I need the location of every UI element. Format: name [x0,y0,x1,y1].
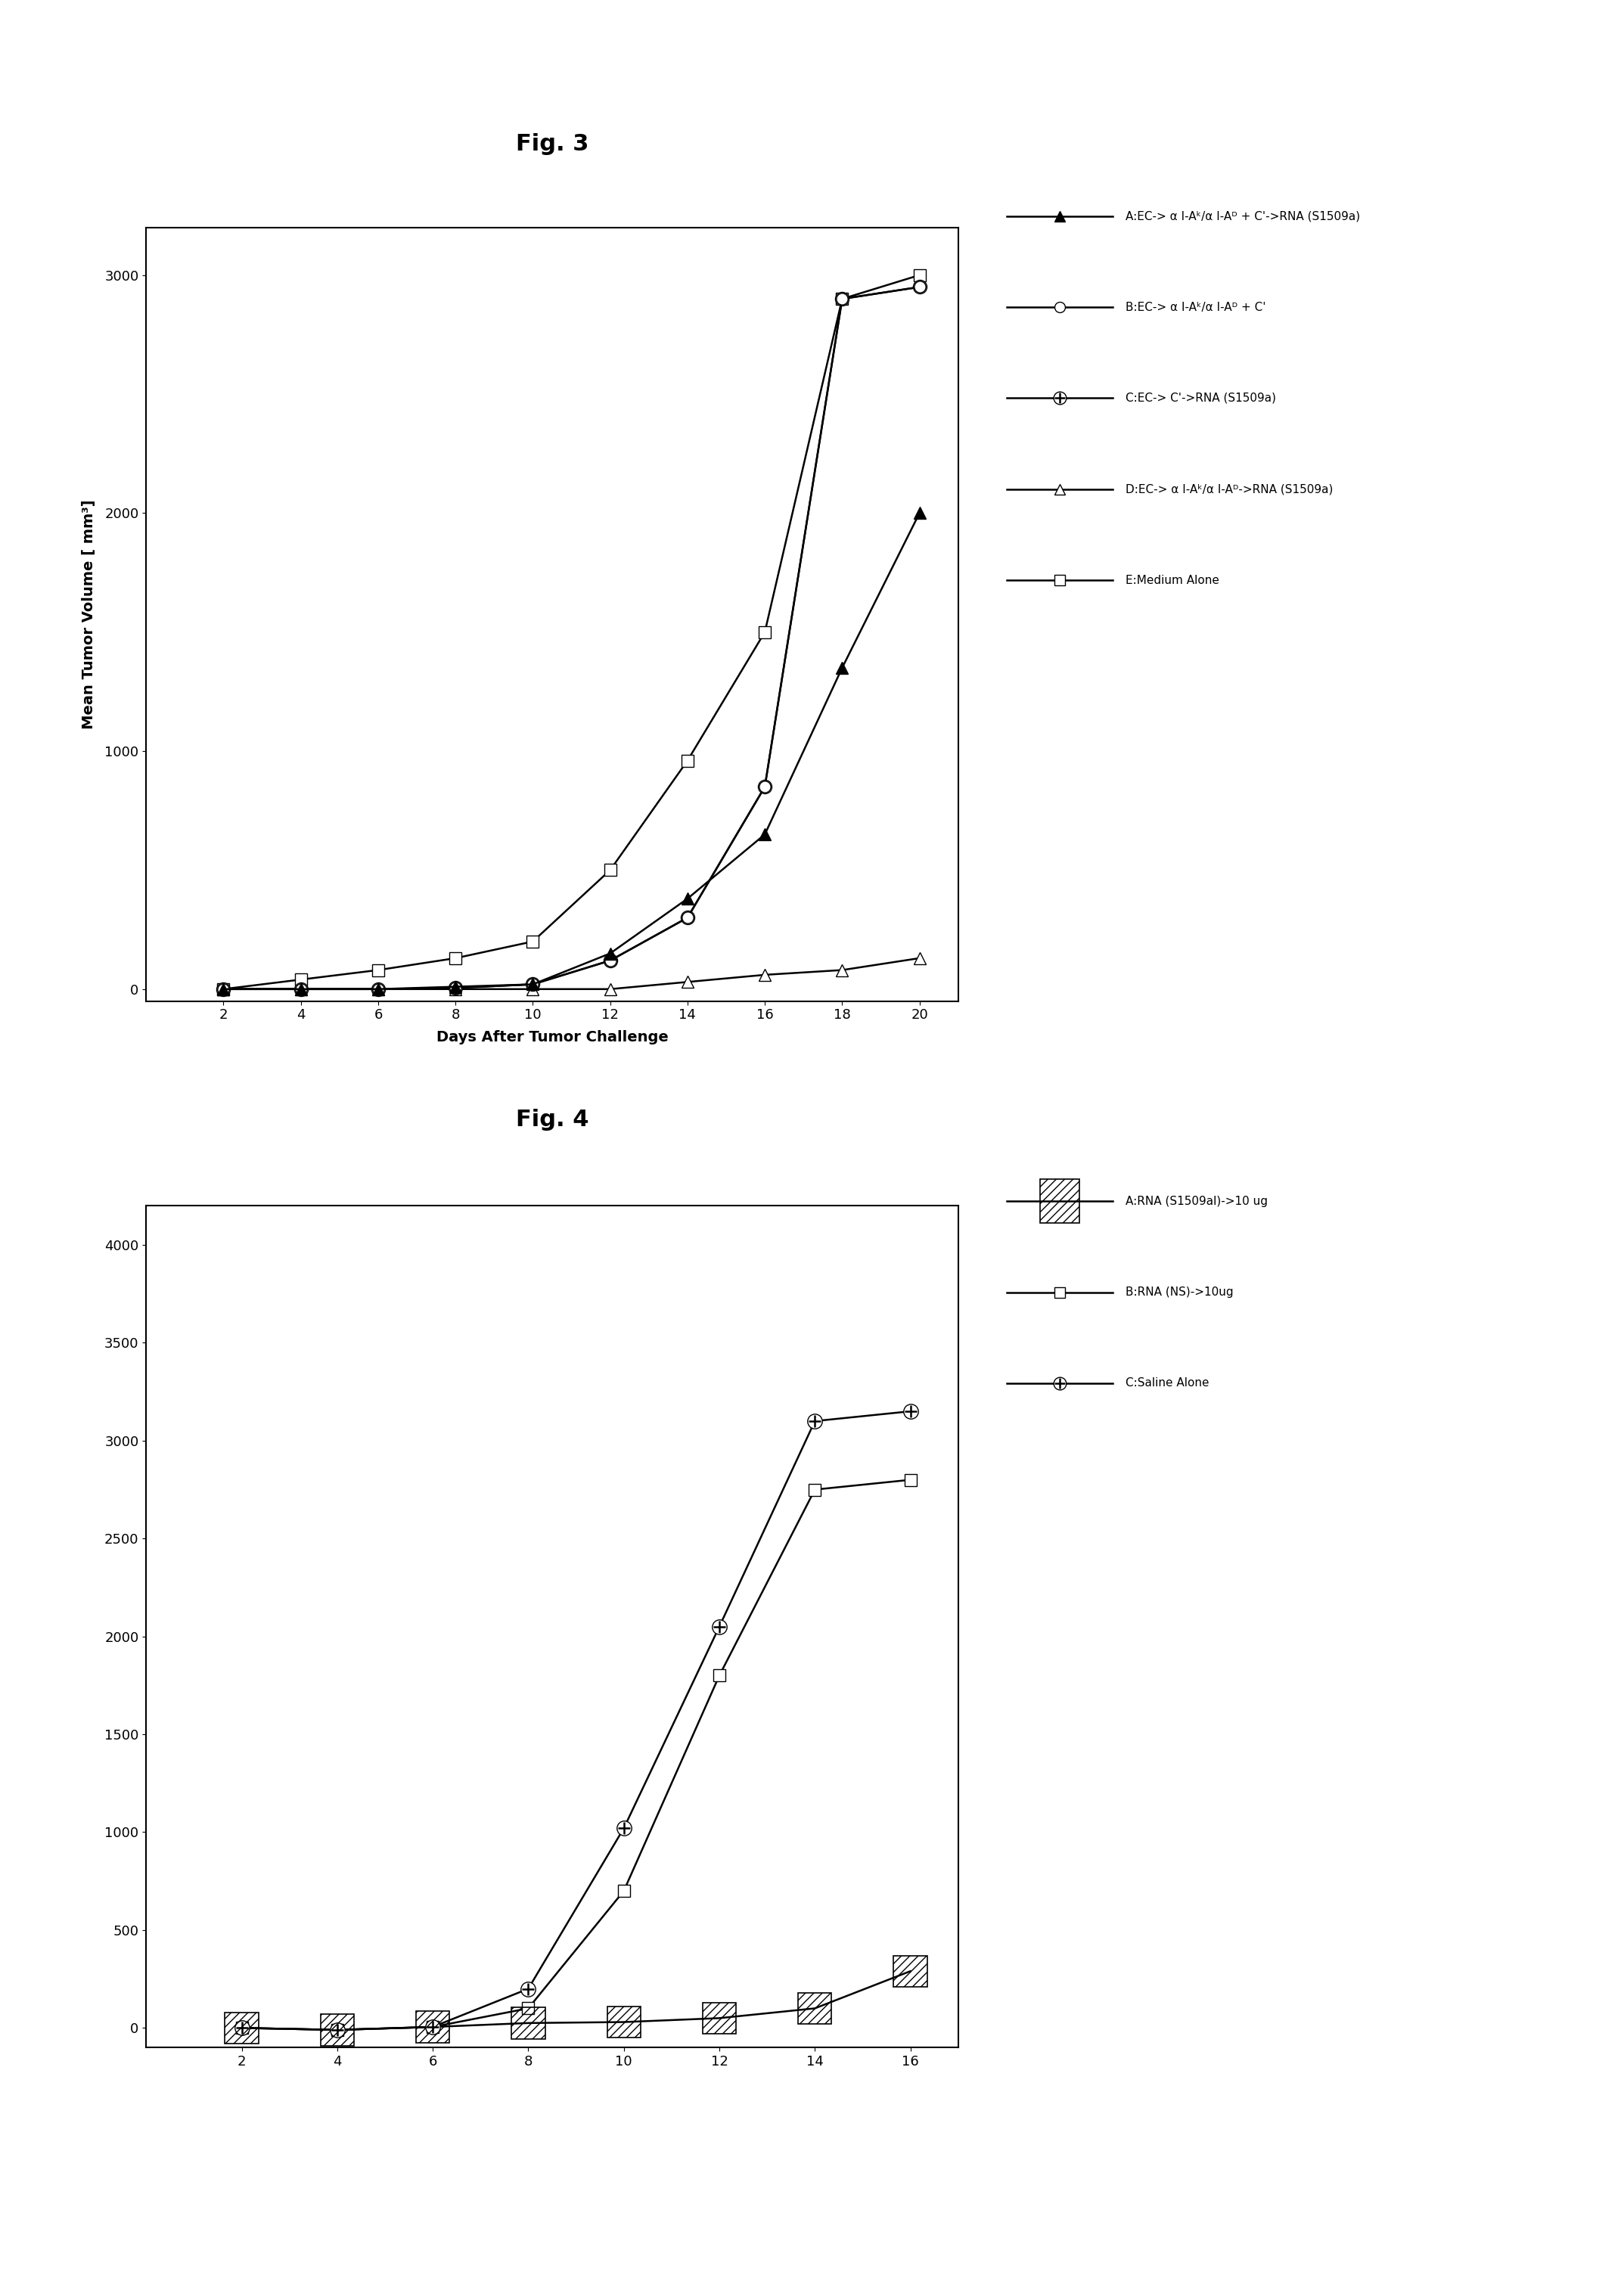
Y-axis label: Mean Tumor Volume [ mm³]: Mean Tumor Volume [ mm³] [81,500,96,728]
Text: Fig. 3: Fig. 3 [516,132,588,155]
Text: E:Medium Alone: E:Medium Alone [1125,576,1220,585]
X-axis label: Days After Tumor Challenge: Days After Tumor Challenge [437,1031,667,1044]
Bar [1039,1178,1078,1224]
Text: B:RNA (NS)->10ug: B:RNA (NS)->10ug [1125,1288,1233,1297]
Text: C:Saline Alone: C:Saline Alone [1125,1379,1208,1388]
Text: C:EC-> C'->RNA (S1509a): C:EC-> C'->RNA (S1509a) [1125,394,1276,403]
Text: B:EC-> α I-Aᵏ/α I-Aᴰ + C': B:EC-> α I-Aᵏ/α I-Aᴰ + C' [1125,303,1265,312]
Text: A:RNA (S1509al)->10 ug: A:RNA (S1509al)->10 ug [1125,1197,1268,1206]
Text: A:EC-> α I-Aᵏ/α I-Aᴰ + C'->RNA (S1509a): A:EC-> α I-Aᵏ/α I-Aᴰ + C'->RNA (S1509a) [1125,212,1359,221]
Text: D:EC-> α I-Aᵏ/α I-Aᴰ->RNA (S1509a): D:EC-> α I-Aᵏ/α I-Aᴰ->RNA (S1509a) [1125,485,1333,494]
Text: Fig. 4: Fig. 4 [516,1108,588,1131]
